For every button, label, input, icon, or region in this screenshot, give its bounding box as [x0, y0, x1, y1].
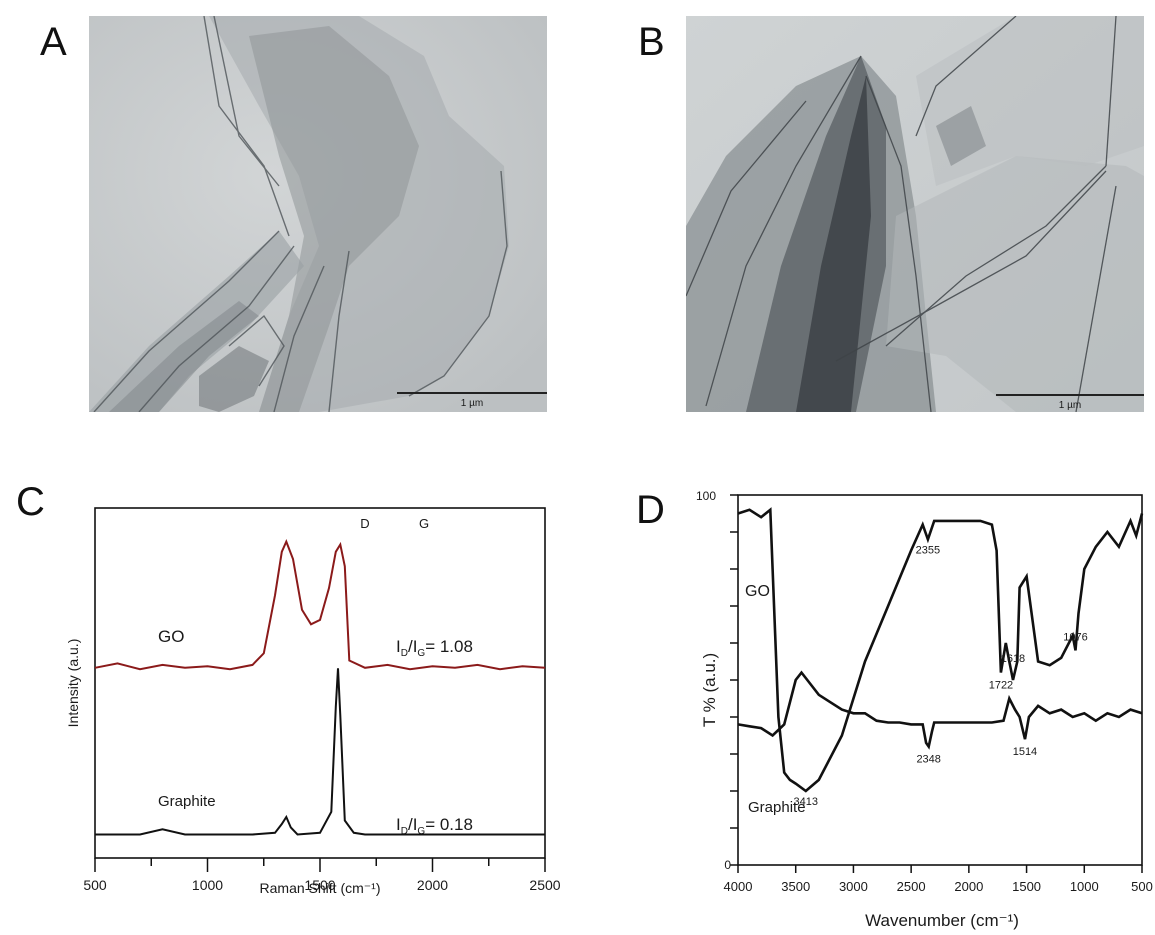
ftir-series-graphite-line — [737, 670, 1143, 750]
ftir-peak-label: 1722 — [989, 680, 1013, 692]
panel-letter-b: B — [638, 20, 665, 64]
ftir-peak-label: 1514 — [1013, 746, 1037, 758]
raman-x-tick-label: 2500 — [529, 877, 560, 893]
tem-image-b-drawing: 1 µm — [686, 16, 1144, 412]
raman-y-axis-label: Intensity (a.u.) — [65, 639, 81, 728]
raman-series-go-line — [94, 538, 546, 671]
ftir-peak-label: 2348 — [916, 754, 940, 766]
ftir-peak-label: 2355 — [916, 544, 940, 556]
panel-letter-c: C — [16, 480, 45, 524]
raman-go-ratio: ID/IG= 1.08 — [396, 637, 473, 659]
raman-graphite-ratio: ID/IG= 0.18 — [396, 815, 473, 837]
ftir-series-go-label: GO — [745, 583, 770, 600]
scale-bar-a-label: 1 µm — [461, 398, 483, 409]
tem-image-a: 1 µm — [89, 16, 547, 412]
panel-letter-d: D — [636, 488, 665, 532]
ftir-x-tick-label: 1000 — [1070, 879, 1099, 894]
ftir-series-go-line — [737, 507, 1144, 793]
ftir-y-axis-label: T % (a.u.) — [700, 653, 719, 727]
ftir-y-tick-100: 100 — [696, 489, 716, 503]
ftir-peak-label: 1076 — [1063, 631, 1087, 643]
tem-image-b: 1 µm — [686, 16, 1144, 412]
ftir-x-tick-label: 2000 — [954, 879, 983, 894]
ftir-x-axis-label: Wavenumber (cm⁻¹) — [865, 911, 1019, 930]
raman-series-go-label: GO — [158, 627, 184, 646]
ftir-peak-label: 1618 — [1001, 653, 1025, 665]
ftir-x-tick-label: 4000 — [724, 879, 753, 894]
raman-x-axis-label: Raman Shift (cm⁻¹) — [260, 880, 381, 896]
ftir-series-graphite-label: Graphite — [748, 799, 806, 816]
raman-peak-label-g: G — [419, 516, 429, 531]
raman-x-tick-label: 1500 — [304, 877, 335, 893]
raman-x-tick-label: 1000 — [192, 877, 223, 893]
ftir-x-tick-label: 1500 — [1012, 879, 1041, 894]
raman-x-tick-label: 500 — [83, 877, 107, 893]
panel-letter-a: A — [40, 20, 67, 64]
raman-x-tick-label: 2000 — [417, 877, 448, 893]
raman-series-graphite-label: Graphite — [158, 793, 216, 810]
tem-image-a-drawing: 1 µm — [89, 16, 547, 412]
raman-peak-label-d: D — [360, 516, 369, 531]
ftir-x-tick-label: 2500 — [897, 879, 926, 894]
scale-bar-b-label: 1 µm — [1059, 400, 1081, 411]
ftir-peak-label: 3413 — [794, 796, 818, 808]
ftir-y-tick-0: 0 — [724, 858, 731, 872]
ftir-x-tick-label: 3000 — [839, 879, 868, 894]
ftir-x-tick-label: 500 — [1131, 879, 1153, 894]
ftir-x-tick-label: 3500 — [781, 879, 810, 894]
raman-series-graphite-line — [95, 668, 545, 836]
ftir-plot-frame — [737, 494, 1143, 866]
raman-plot-frame — [94, 507, 546, 859]
